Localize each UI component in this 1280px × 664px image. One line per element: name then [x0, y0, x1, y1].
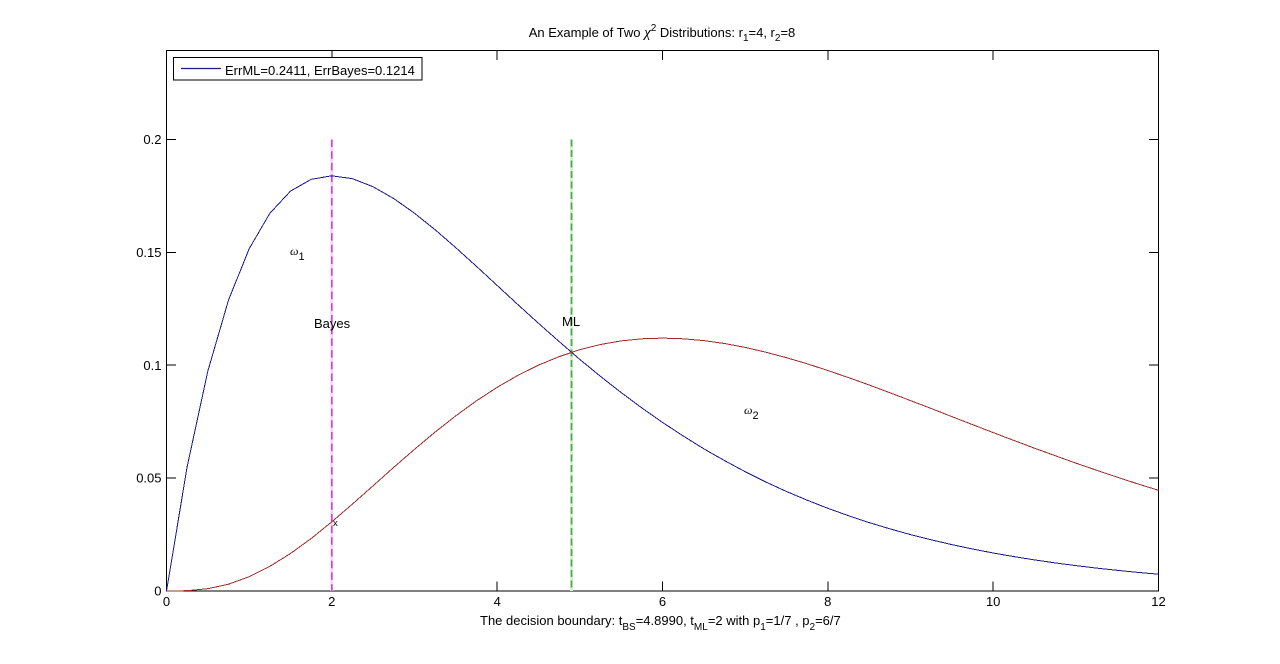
svg-text:4: 4 [494, 594, 501, 609]
svg-text:2: 2 [328, 594, 335, 609]
svg-text:12: 12 [1151, 594, 1165, 609]
svg-text:0.05: 0.05 [136, 471, 161, 486]
svg-text:0.2: 0.2 [143, 132, 161, 147]
svg-text:0: 0 [154, 584, 161, 599]
svg-text:0.15: 0.15 [136, 245, 161, 260]
svg-text:10: 10 [986, 594, 1000, 609]
svg-text:0.1: 0.1 [143, 358, 161, 373]
svg-text:0: 0 [163, 594, 170, 609]
svg-text:8: 8 [824, 594, 831, 609]
svg-text:6: 6 [659, 594, 666, 609]
